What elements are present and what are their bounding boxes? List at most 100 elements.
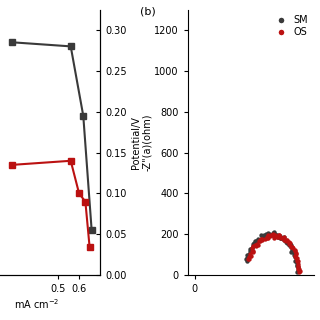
Point	[294, 263, 300, 268]
Point	[245, 252, 250, 258]
Point	[292, 247, 298, 252]
Point	[249, 248, 254, 253]
Point	[250, 248, 255, 253]
Point	[296, 266, 301, 271]
Point	[279, 235, 284, 240]
Point	[292, 253, 297, 258]
Point	[296, 264, 301, 269]
Point	[268, 232, 273, 237]
Point	[255, 243, 260, 248]
Point	[264, 232, 269, 237]
Point	[290, 247, 295, 252]
Point	[290, 244, 295, 249]
Point	[249, 246, 254, 251]
Point	[258, 237, 263, 243]
Point	[247, 252, 252, 257]
Y-axis label: -Z"(a)(ohm): -Z"(a)(ohm)	[141, 114, 152, 171]
Point	[276, 233, 282, 238]
Point	[251, 250, 256, 255]
Point	[272, 233, 277, 238]
Point	[277, 233, 282, 238]
Point	[268, 232, 274, 237]
Point	[247, 247, 252, 252]
Point	[287, 240, 292, 245]
Point	[295, 259, 300, 264]
Point	[290, 250, 295, 255]
Point	[271, 230, 276, 236]
Point	[281, 238, 286, 243]
Point	[294, 258, 300, 263]
Point	[281, 235, 286, 240]
Point	[293, 248, 298, 253]
Point	[256, 238, 261, 244]
Point	[297, 268, 302, 274]
Point	[252, 241, 257, 246]
Point	[297, 270, 302, 275]
Point	[288, 243, 293, 248]
Point	[295, 264, 300, 269]
Point	[289, 244, 294, 249]
Point	[289, 249, 294, 254]
Point	[277, 233, 283, 238]
Point	[258, 233, 263, 238]
Point	[288, 242, 293, 247]
Point	[272, 232, 277, 237]
Point	[264, 235, 269, 240]
Point	[284, 240, 290, 245]
Point	[249, 254, 254, 259]
Point	[279, 235, 284, 240]
Point	[294, 255, 300, 260]
Point	[266, 235, 271, 240]
Point	[275, 233, 280, 238]
Point	[268, 232, 273, 237]
Point	[251, 242, 256, 247]
Point	[292, 254, 297, 259]
Point	[246, 254, 251, 259]
Point	[291, 252, 296, 257]
Point	[287, 241, 292, 246]
Point	[251, 243, 256, 248]
Point	[297, 266, 302, 271]
Y-axis label: Potential/V: Potential/V	[131, 116, 141, 169]
Point	[250, 245, 255, 250]
Point	[278, 234, 283, 239]
Point	[296, 261, 301, 266]
Point	[260, 235, 265, 240]
Point	[245, 253, 251, 259]
Point	[251, 240, 256, 245]
Point	[293, 259, 299, 264]
Point	[264, 235, 269, 240]
Point	[281, 234, 286, 239]
Point	[262, 234, 267, 239]
Point	[295, 258, 300, 263]
Point	[286, 242, 292, 247]
Point	[244, 256, 249, 261]
Point	[254, 239, 259, 244]
Point	[262, 233, 267, 238]
Point	[256, 236, 261, 241]
Point	[286, 243, 291, 248]
Point	[258, 239, 263, 244]
Point	[253, 239, 258, 244]
Point	[278, 236, 284, 241]
Point	[290, 245, 295, 251]
Point	[286, 241, 291, 246]
Point	[294, 261, 299, 266]
Point	[286, 239, 291, 244]
Point	[289, 244, 294, 249]
Point	[281, 237, 286, 242]
Point	[246, 251, 252, 256]
Point	[289, 244, 294, 249]
Point	[248, 248, 253, 253]
Point	[244, 258, 250, 263]
Point	[270, 231, 275, 236]
Point	[255, 238, 260, 243]
Point	[272, 235, 277, 240]
Point	[254, 241, 260, 246]
Point	[277, 235, 282, 240]
Point	[280, 236, 285, 241]
Point	[266, 231, 271, 236]
Point	[296, 264, 301, 269]
Point	[266, 232, 271, 237]
Point	[275, 234, 280, 239]
